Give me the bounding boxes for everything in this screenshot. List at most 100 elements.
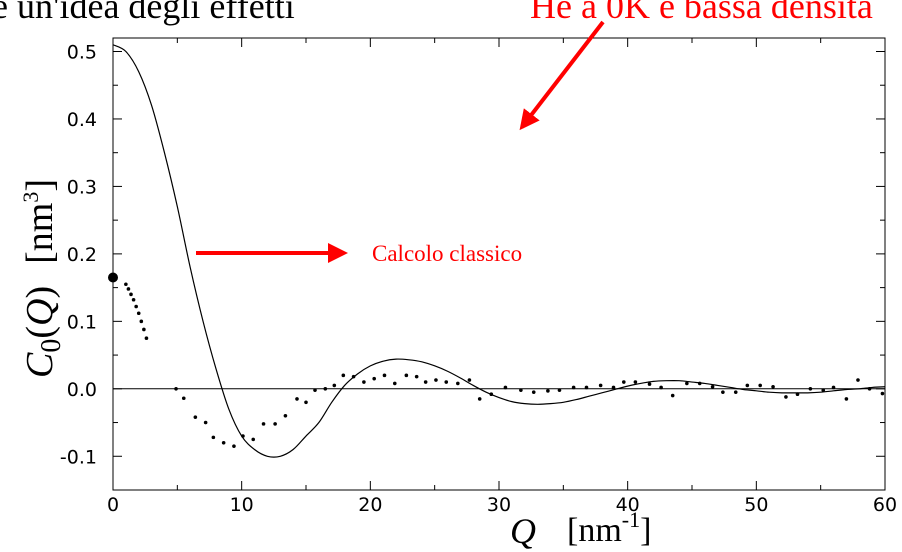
- y-axis-title-text: C0(Q)[nm3]: [18, 179, 67, 378]
- data-point: [423, 380, 428, 384]
- data-point: [831, 385, 836, 390]
- data-point: [584, 385, 589, 390]
- x-axis-title: Q [nm-1]: [510, 507, 651, 551]
- data-point: [697, 381, 702, 386]
- y-tick-label: 0.4: [67, 109, 97, 131]
- data-point: [745, 383, 750, 388]
- data-point: [710, 384, 715, 389]
- axis-tick-labels: 0 10 20 30 40 50 60 0.5 0.4 0.3 0.2 0.1 0.0 -0.1: [60, 41, 897, 516]
- axis-ticks: [112, 38, 886, 490]
- data-point: [659, 385, 663, 390]
- data-point: [622, 380, 626, 384]
- data-point: [241, 434, 245, 438]
- data-point: [808, 387, 813, 391]
- data-point: [129, 292, 133, 297]
- annotation-calcolo-classico: Calcolo classico: [372, 241, 522, 266]
- data-point: [313, 388, 317, 392]
- data-point: [611, 385, 616, 390]
- data-point: [571, 385, 576, 390]
- data-point: [392, 381, 397, 386]
- data-point: [174, 387, 178, 391]
- data-point: [382, 373, 387, 378]
- slide-header: e un'idea degli effetti: [0, 0, 295, 24]
- data-point: [332, 383, 337, 388]
- data-point: [598, 383, 603, 388]
- data-point: [181, 396, 186, 401]
- data-point: [341, 373, 346, 378]
- data-point: [880, 391, 885, 396]
- data-point: [304, 400, 308, 405]
- data-point: [771, 384, 775, 389]
- data-point: [867, 387, 872, 391]
- header-text-black: e un'idea degli effetti: [0, 0, 295, 26]
- data-point: [733, 390, 738, 394]
- data-point: [456, 381, 460, 386]
- data-point: [477, 397, 482, 401]
- data-point: [251, 437, 256, 442]
- data-point: [519, 388, 523, 392]
- data-point: [784, 395, 788, 399]
- data-point: [144, 336, 149, 341]
- data-point: [126, 287, 131, 291]
- x-tick-label: 60: [873, 494, 897, 516]
- data-point: [124, 282, 128, 287]
- data-point: [489, 392, 494, 397]
- data-point: [211, 435, 216, 440]
- x-axis-title-unit: [nm-1]: [567, 507, 651, 549]
- data-point: [203, 420, 208, 425]
- data-point: [414, 374, 419, 379]
- x-tick-label: 20: [358, 494, 382, 516]
- data-point: [685, 381, 689, 386]
- y-tick-label: 0.0: [67, 379, 97, 401]
- y-tick-label: 0.3: [67, 176, 97, 198]
- data-point: [795, 392, 800, 397]
- x-tick-label: 40: [616, 494, 640, 516]
- data-point: [362, 380, 366, 384]
- data-point: [323, 387, 328, 391]
- data-point: [131, 297, 136, 302]
- data-point-large: [108, 272, 118, 283]
- data-point: [136, 311, 141, 316]
- data-point: [557, 388, 562, 392]
- data-point: [467, 378, 472, 382]
- y-tick-label: 0.2: [67, 244, 97, 266]
- data-point: [221, 440, 226, 445]
- y-tick-label: 0.5: [67, 41, 97, 63]
- data-point: [273, 422, 277, 426]
- x-tick-label: 50: [744, 494, 768, 516]
- data-point: [844, 397, 849, 401]
- slide-header-red: He a 0K e bassa densità: [530, 0, 873, 24]
- data-point: [193, 415, 198, 419]
- data-point: [503, 385, 508, 390]
- x-tick-label: 10: [230, 494, 254, 516]
- data-point: [647, 382, 652, 386]
- data-point: [134, 304, 138, 309]
- x-tick-label: 0: [107, 494, 119, 516]
- data-point: [758, 383, 762, 388]
- data-point: [351, 374, 356, 379]
- data-point: [434, 378, 438, 382]
- data-point: [232, 444, 236, 448]
- data-point: [721, 390, 725, 394]
- data-point: [404, 373, 409, 378]
- data-point: [283, 413, 288, 418]
- header-text-red: He a 0K e bassa densità: [530, 0, 873, 26]
- data-point: [444, 380, 449, 384]
- data-point: [670, 393, 675, 398]
- data-point: [372, 376, 376, 381]
- data-point: [821, 388, 826, 392]
- y-tick-label: 0.1: [67, 311, 97, 333]
- data-point: [546, 389, 550, 393]
- arrow-top: [519, 20, 605, 131]
- x-tick-label: 30: [487, 494, 511, 516]
- y-axis-title: C0(Q)[nm3]: [18, 179, 67, 378]
- data-point: [142, 327, 146, 332]
- data-point: [295, 397, 299, 401]
- data-point: [261, 422, 266, 426]
- data-point: [139, 319, 144, 324]
- data-point: [856, 378, 860, 382]
- data-point: [531, 390, 536, 394]
- y-tick-label: -0.1: [60, 446, 97, 468]
- data-point: [633, 380, 638, 384]
